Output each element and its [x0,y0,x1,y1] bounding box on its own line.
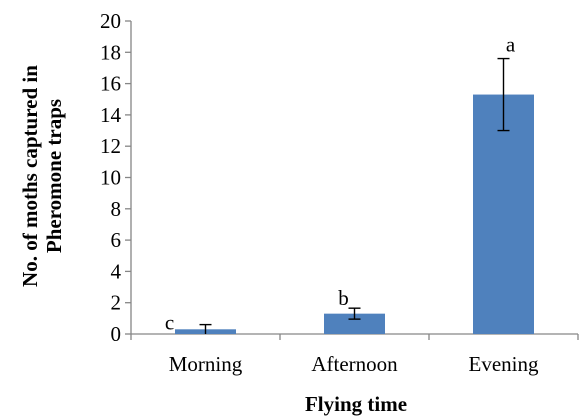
y-tick-label: 16 [100,72,121,96]
x-axis-title: Flying time [305,392,407,416]
bars [175,94,534,335]
y-tick-label: 0 [111,322,122,346]
bar-evening [473,94,534,335]
y-axis-title: No. of moths captured in Pheromone traps [18,65,66,287]
y-axis: 0 2 4 6 8 10 12 14 16 18 20 [100,9,132,346]
x-tick-label: Afternoon [311,352,398,376]
y-tick-label: 18 [100,40,121,64]
x-tick-label: Evening [469,352,539,376]
y-tick-label: 6 [111,228,122,252]
significance-letter: b [338,286,349,310]
x-axis: Morning Afternoon Evening [130,333,579,376]
significance-letter: a [506,33,516,57]
error-bars [199,57,510,334]
significance-labels: c b a [165,33,516,335]
x-tick-label: Morning [169,352,243,376]
bar-afternoon [324,313,385,334]
y-tick-label: 2 [111,291,122,315]
significance-letter: c [165,311,174,335]
y-tick-label: 14 [100,103,122,127]
y-tick-label: 4 [111,259,122,283]
y-tick-label: 12 [100,134,121,158]
y-axis-title-line-2: Pheromone traps [42,99,66,253]
y-tick-label: 10 [100,166,121,190]
y-axis-title-line-1: No. of moths captured in [18,65,42,287]
y-tick-label: 20 [100,9,121,33]
y-tick-label: 8 [111,197,122,221]
